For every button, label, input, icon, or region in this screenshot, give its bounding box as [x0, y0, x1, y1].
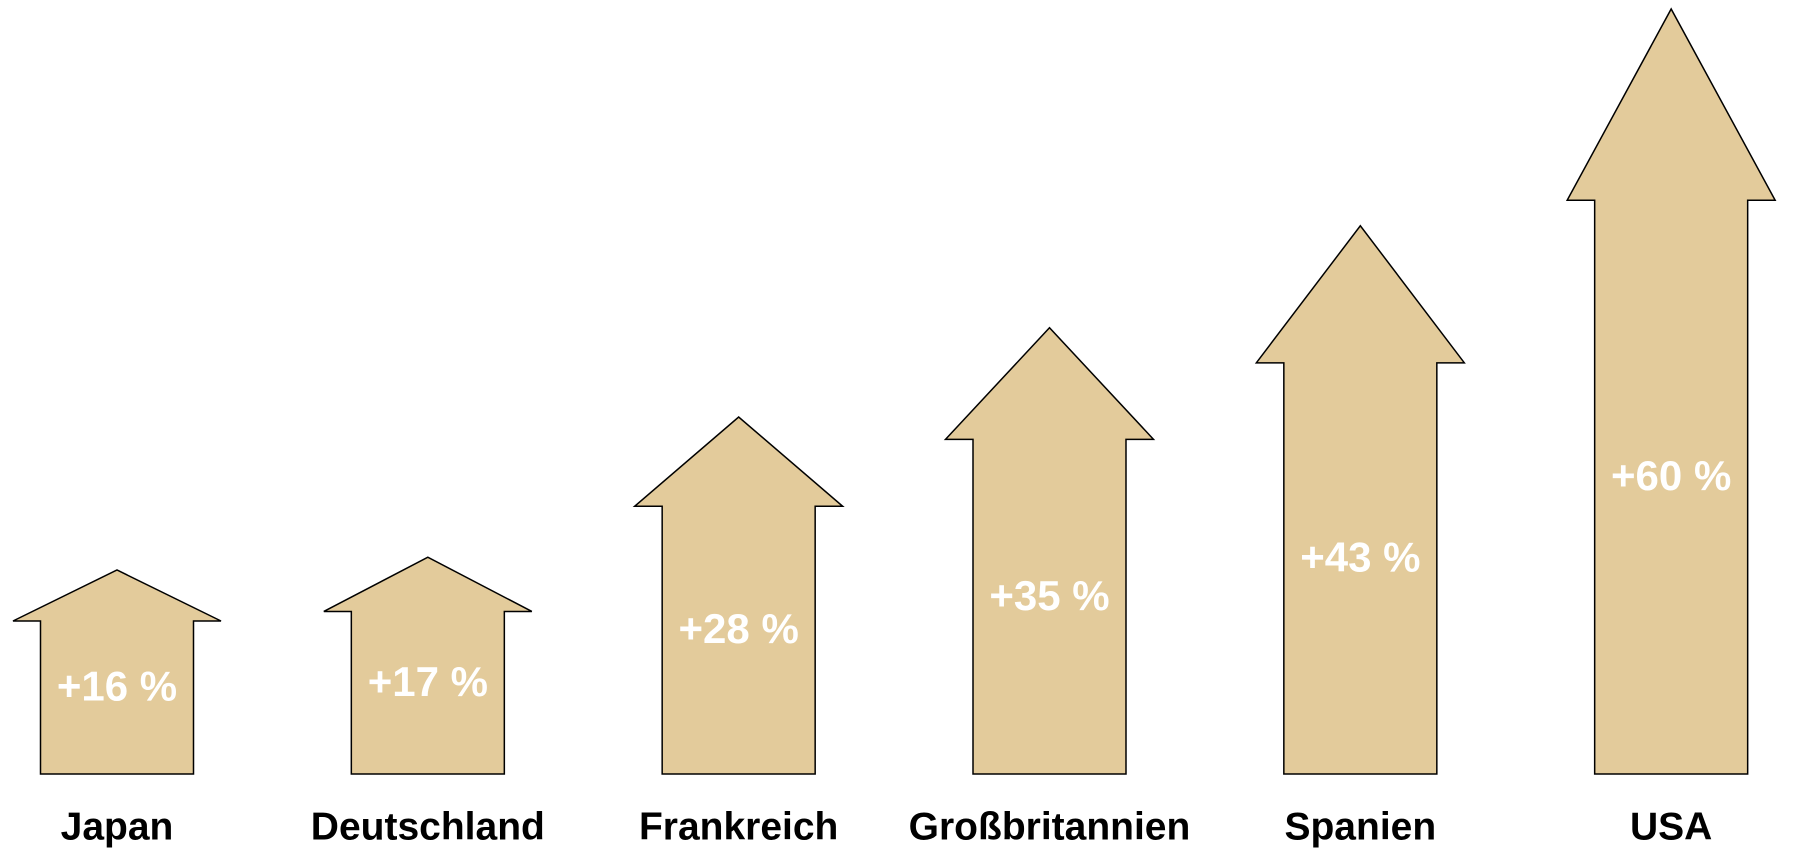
value-label: +60 % — [1611, 452, 1731, 499]
category-label: Japan — [61, 805, 174, 848]
arrow — [1254, 224, 1466, 775]
category-label: USA — [1630, 805, 1712, 848]
value-label: +17 % — [368, 658, 488, 705]
arrow — [632, 416, 845, 775]
category-label: Spanien — [1284, 805, 1436, 848]
value-label: +35 % — [989, 572, 1109, 619]
category-label: Deutschland — [311, 805, 545, 848]
arrow — [323, 556, 533, 775]
value-label: +16 % — [57, 663, 177, 710]
value-label: +28 % — [679, 605, 799, 652]
category-label: Frankreich — [639, 805, 838, 848]
arrow — [943, 326, 1156, 775]
arrow — [1565, 7, 1777, 775]
value-label: +43 % — [1300, 534, 1420, 581]
category-label: Großbritannien — [909, 805, 1191, 848]
arrow — [12, 569, 222, 775]
